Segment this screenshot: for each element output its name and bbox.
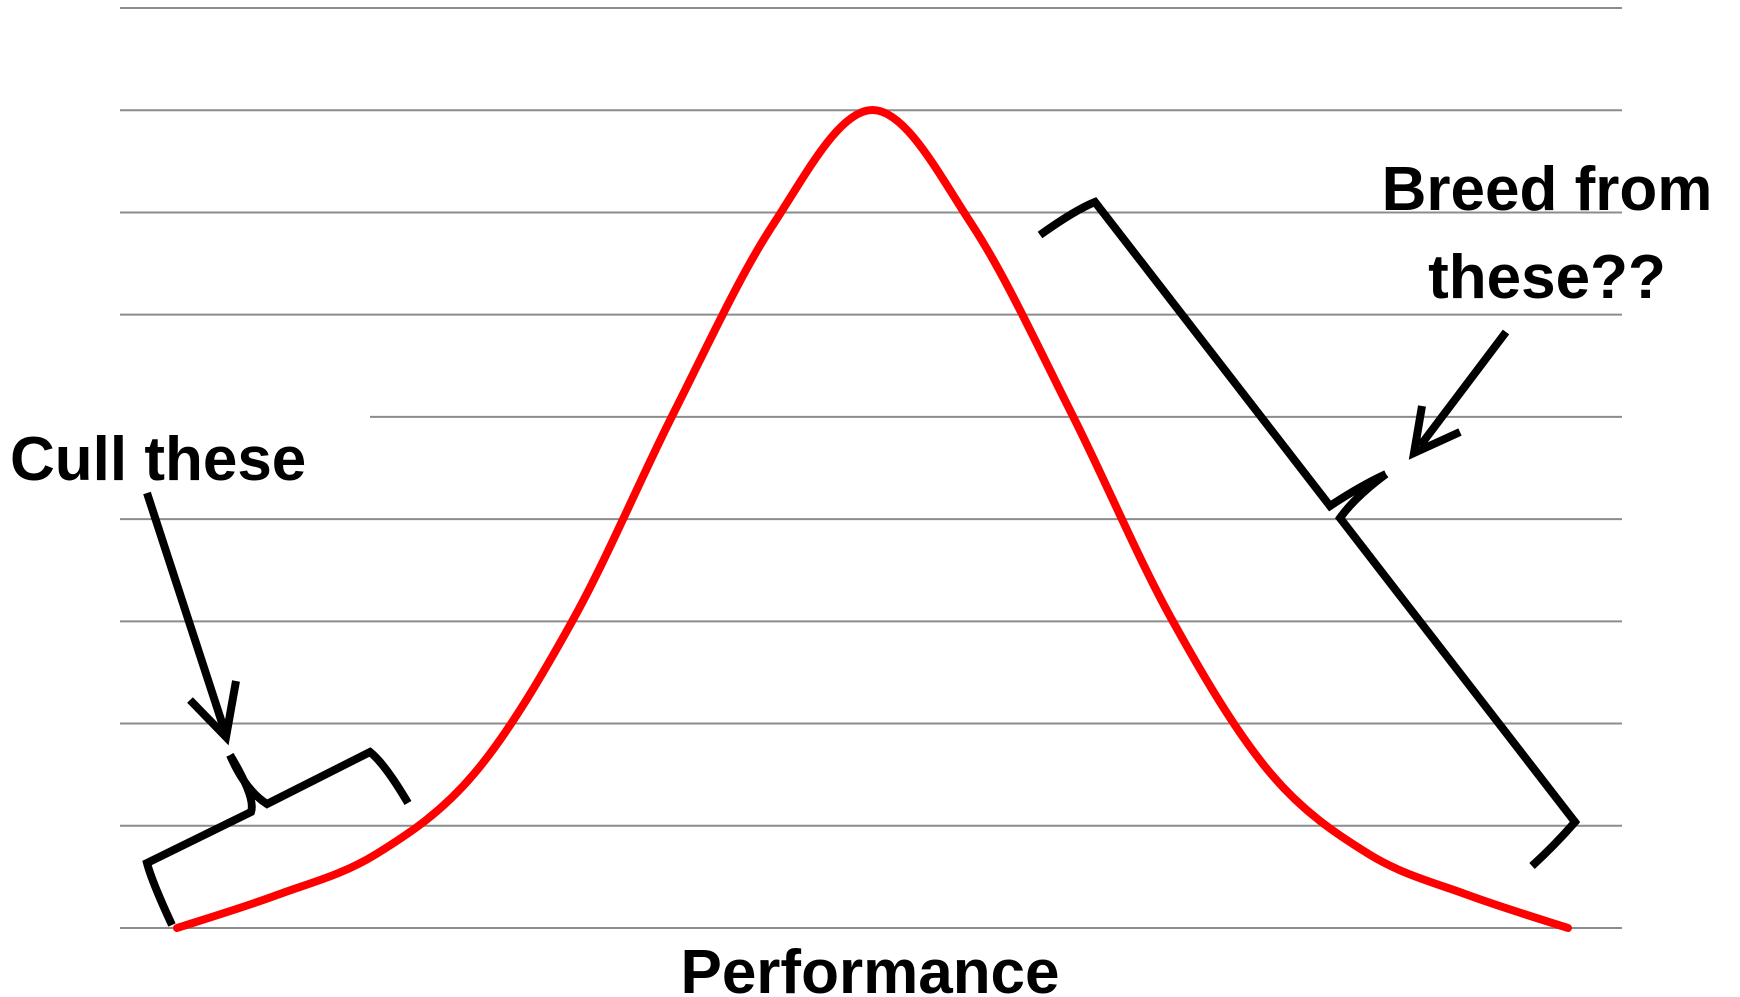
cull-arrow	[143, 491, 240, 746]
performance-distribution-curve	[173, 106, 1572, 932]
breed-from-these-label-line2: these??	[1428, 243, 1666, 312]
breed-from-these-label-line1: Breed from	[1382, 155, 1713, 224]
x-axis-label: Performance	[680, 938, 1059, 997]
gridlines	[120, 7, 1622, 929]
cull-these-label: Cull these	[10, 425, 306, 494]
breed-bracket	[1037, 197, 1581, 869]
cull-bracket	[142, 747, 412, 927]
breed-arrow	[1408, 329, 1510, 460]
